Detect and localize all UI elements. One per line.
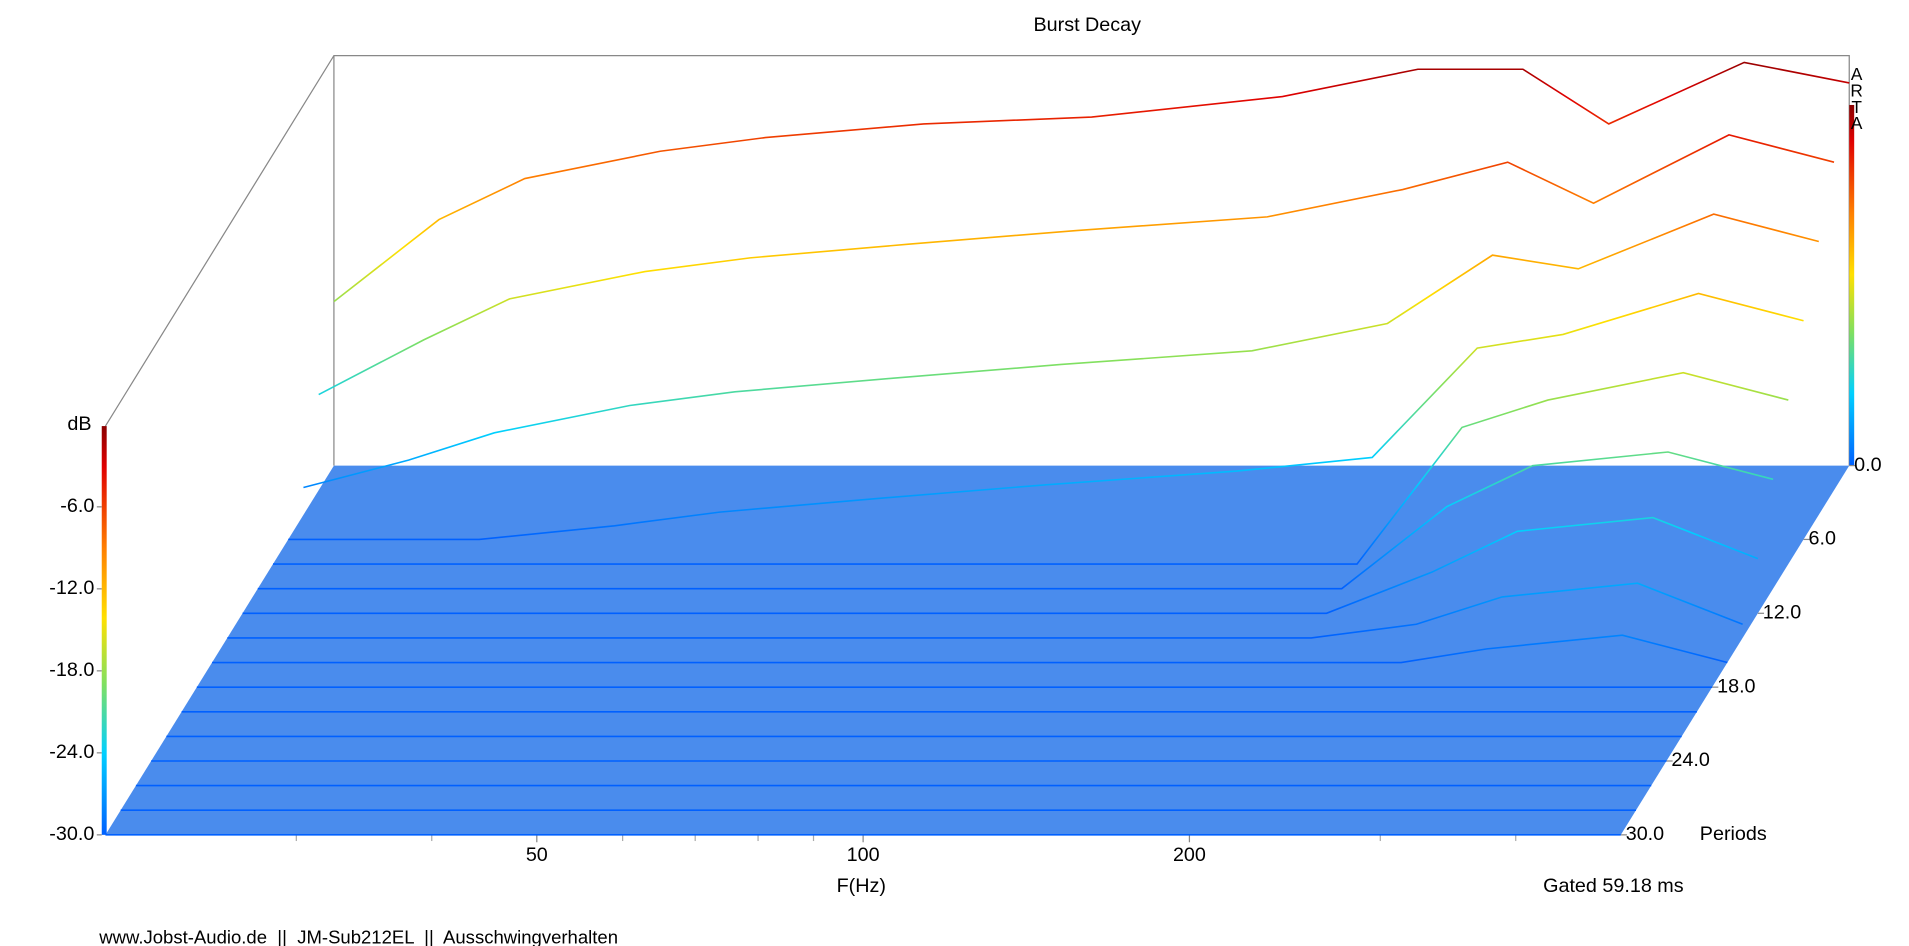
chart-title: Burst Decay <box>1033 14 1141 36</box>
slice <box>272 371 1789 565</box>
slice <box>257 451 1774 590</box>
x-tick-label: 50 <box>526 844 548 866</box>
color-bar <box>101 426 107 835</box>
depth-tick-label: 24.0 <box>1671 749 1709 771</box>
depth-tick-label: 6.0 <box>1808 528 1835 550</box>
depth-tick-label: 12.0 <box>1763 602 1801 624</box>
x-axis-title: F(Hz) <box>837 875 886 897</box>
watermark: ARTA <box>1847 64 1867 129</box>
depth-tick-label: 18.0 <box>1717 675 1755 697</box>
x-tick-label: 200 <box>1173 844 1206 866</box>
slice <box>333 61 1850 303</box>
color-bar <box>1849 104 1855 466</box>
z-axis-title: dB <box>67 413 91 435</box>
slice <box>318 134 1835 396</box>
slice <box>242 516 1759 615</box>
box-edge <box>104 54 1850 466</box>
slice <box>288 292 1804 541</box>
depth-tick-label: 30.0 <box>1626 823 1664 845</box>
footer: www.Jobst-Audio.de || JM-Sub212EL || Aus… <box>98 927 618 946</box>
slice <box>227 582 1743 639</box>
slice <box>212 634 1728 664</box>
floor <box>105 465 1850 835</box>
depth-tick-label: 0.0 <box>1854 454 1881 476</box>
frame <box>101 54 1855 836</box>
z-tick-label: -30.0 <box>49 823 94 845</box>
slice <box>303 213 1819 489</box>
z-tick-label: -18.0 <box>49 659 94 681</box>
x-tick-label: 100 <box>847 844 880 866</box>
z-tick-label: -6.0 <box>60 495 94 517</box>
annotation: Gated 59.18 ms <box>1543 875 1684 897</box>
depth-axis-title: Periods <box>1700 823 1767 845</box>
z-tick-label: -12.0 <box>49 577 94 599</box>
z-tick-label: -24.0 <box>49 741 94 763</box>
